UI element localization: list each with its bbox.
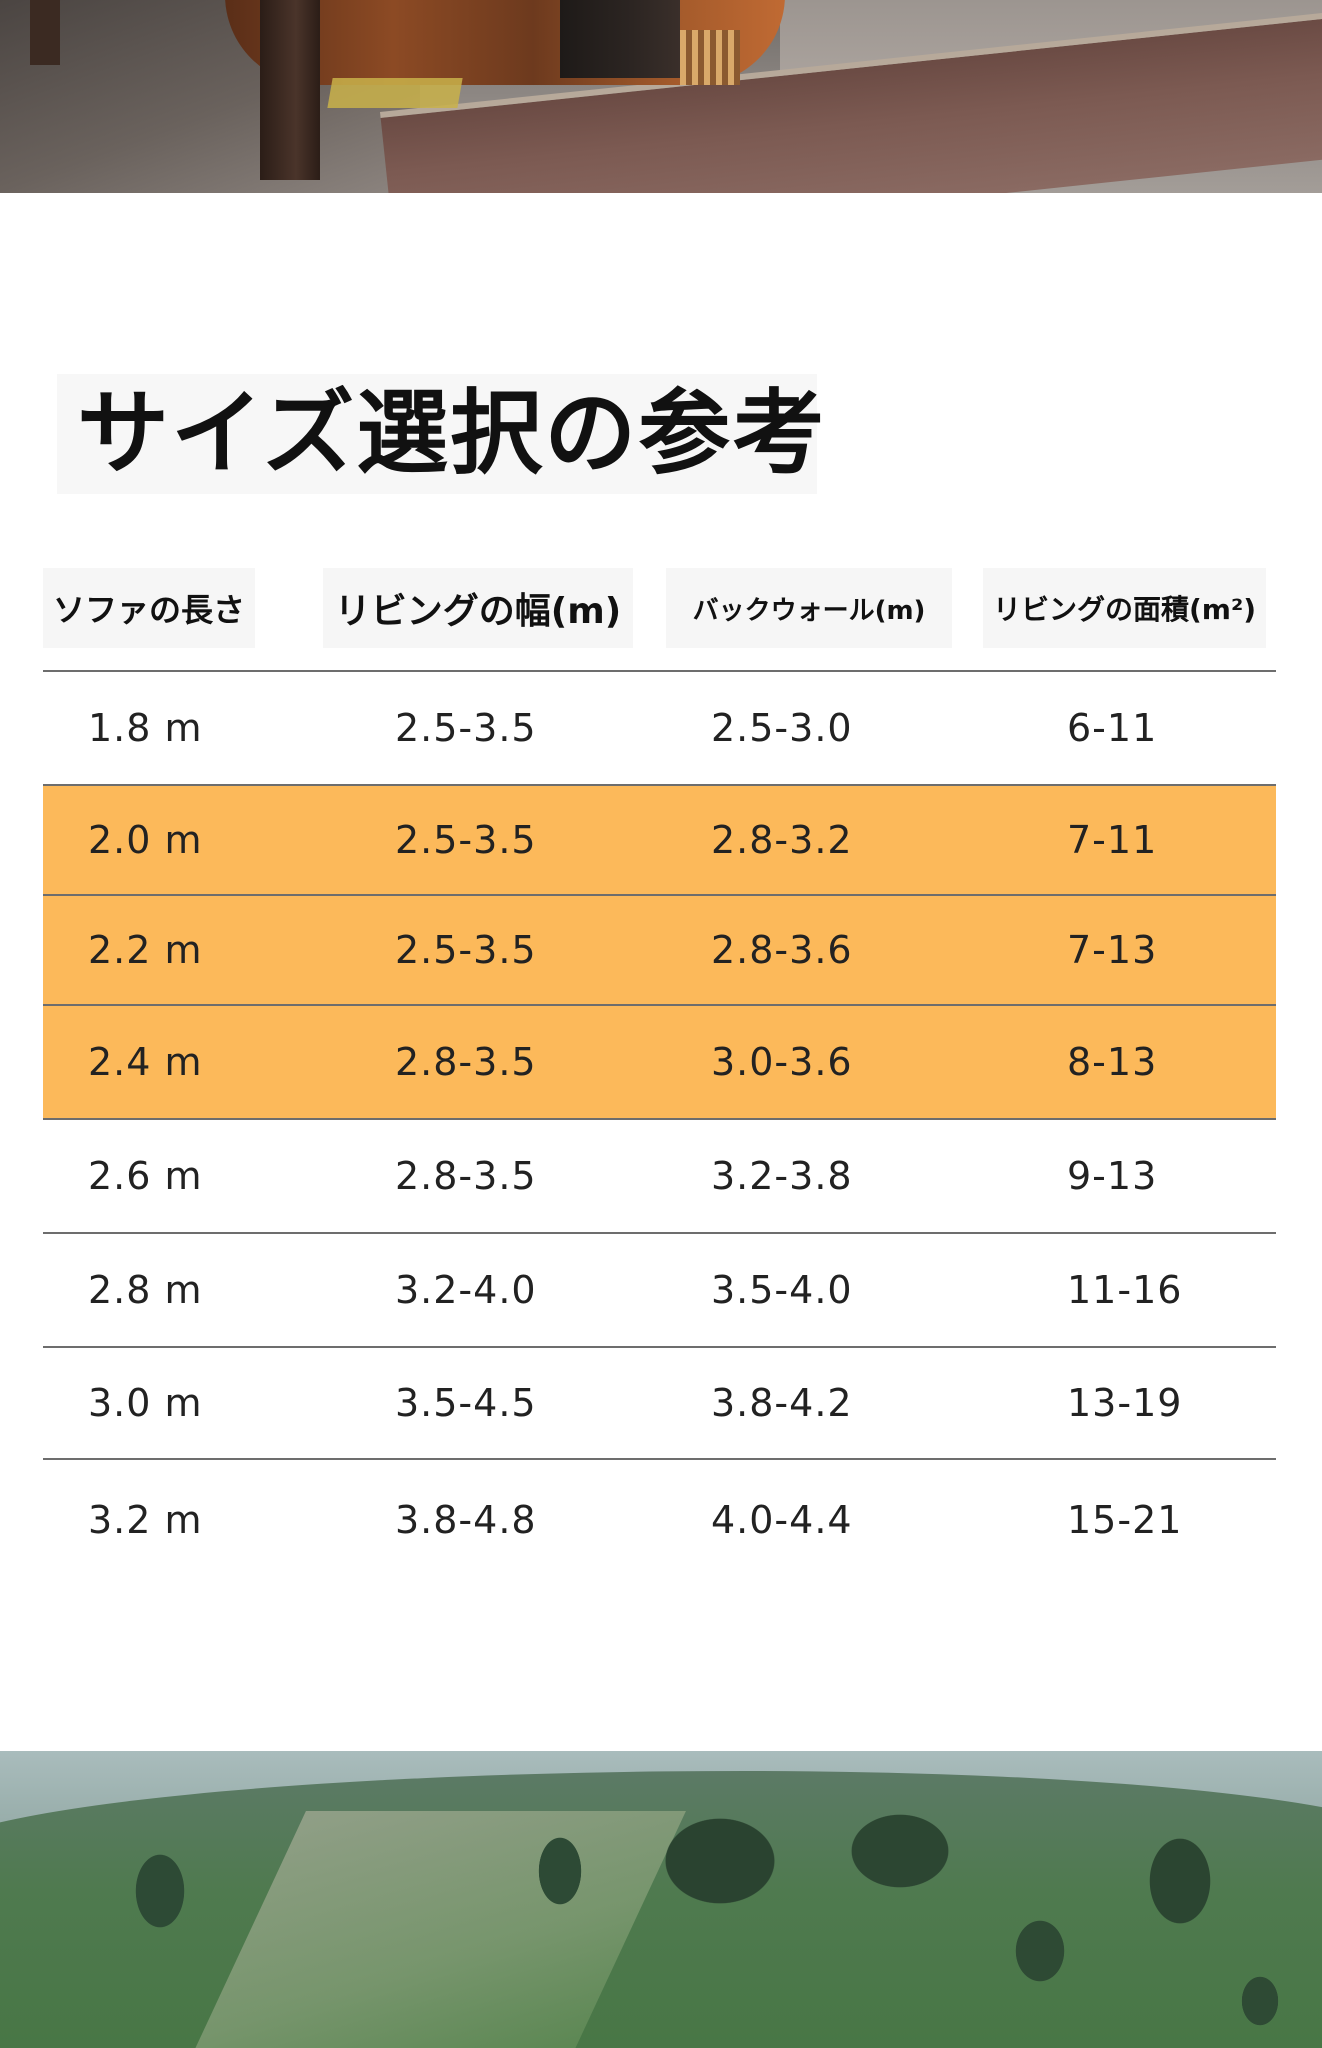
header-sofa-length: ソファの長さ	[43, 568, 255, 648]
interior-photo	[0, 0, 1322, 193]
cell-sofa-length: 3.0 m	[88, 1381, 203, 1425]
table-row: 3.2 m 3.8-4.8 4.0-4.4 15-21	[43, 1460, 1276, 1580]
size-reference-table: ソファの長さ リビングの幅(m) バックウォール(m) リビングの面積(m²) …	[43, 568, 1276, 1542]
cell-sofa-length: 2.6 m	[88, 1154, 203, 1198]
cell-living-width: 3.8-4.8	[395, 1498, 537, 1542]
cell-living-area: 8-13	[1067, 1040, 1158, 1084]
header-living-area: リビングの面積(m²)	[983, 568, 1266, 648]
table-row: 1.8 m 2.5-3.5 2.5-3.0 6-11	[43, 672, 1276, 786]
cell-sofa-length: 2.0 m	[88, 818, 203, 862]
cell-sofa-length: 2.4 m	[88, 1040, 203, 1084]
table-row-highlighted: 2.2 m 2.5-3.5 2.8-3.6 7-13	[43, 896, 1276, 1006]
cell-living-area: 15-21	[1067, 1498, 1183, 1542]
cell-back-wall: 2.5-3.0	[711, 706, 853, 750]
cell-living-area: 11-16	[1067, 1268, 1183, 1312]
cell-sofa-length: 2.2 m	[88, 928, 203, 972]
title-block: サイズ選択の参考	[57, 374, 824, 494]
table-header: ソファの長さ リビングの幅(m) バックウォール(m) リビングの面積(m²)	[43, 568, 1276, 670]
cell-sofa-length: 2.8 m	[88, 1268, 203, 1312]
table-row-highlighted: 2.4 m 2.8-3.5 3.0-3.6 8-13	[43, 1006, 1276, 1120]
cell-back-wall: 4.0-4.4	[711, 1498, 853, 1542]
cell-living-area: 7-11	[1067, 818, 1158, 862]
table-row: 2.8 m 3.2-4.0 3.5-4.0 11-16	[43, 1234, 1276, 1348]
cell-living-width: 2.5-3.5	[395, 706, 537, 750]
cell-living-width: 3.5-4.5	[395, 1381, 537, 1425]
cell-living-width: 2.8-3.5	[395, 1040, 537, 1084]
table-row: 2.6 m 2.8-3.5 3.2-3.8 9-13	[43, 1120, 1276, 1234]
cell-back-wall: 3.8-4.2	[711, 1381, 853, 1425]
table-body: 1.8 m 2.5-3.5 2.5-3.0 6-11 2.0 m 2.5-3.5…	[43, 670, 1276, 1580]
cell-living-width: 3.2-4.0	[395, 1268, 537, 1312]
cell-back-wall: 2.8-3.2	[711, 818, 853, 862]
cell-sofa-length: 3.2 m	[88, 1498, 203, 1542]
cell-living-area: 13-19	[1067, 1381, 1183, 1425]
cell-living-width: 2.8-3.5	[395, 1154, 537, 1198]
cell-sofa-length: 1.8 m	[88, 706, 203, 750]
cell-living-area: 7-13	[1067, 928, 1158, 972]
cell-back-wall: 3.5-4.0	[711, 1268, 853, 1312]
page-title: サイズ選択の参考	[77, 380, 827, 487]
table-row-highlighted: 2.0 m 2.5-3.5 2.8-3.2 7-11	[43, 786, 1276, 896]
cell-living-width: 2.5-3.5	[395, 818, 537, 862]
header-living-width: リビングの幅(m)	[323, 568, 633, 648]
cell-living-area: 6-11	[1067, 706, 1158, 750]
cell-back-wall: 3.0-3.6	[711, 1040, 853, 1084]
mountain-landscape-photo	[0, 1751, 1322, 2048]
cell-living-width: 2.5-3.5	[395, 928, 537, 972]
cell-living-area: 9-13	[1067, 1154, 1158, 1198]
table-row: 3.0 m 3.5-4.5 3.8-4.2 13-19	[43, 1348, 1276, 1460]
cell-back-wall: 3.2-3.8	[711, 1154, 853, 1198]
cell-back-wall: 2.8-3.6	[711, 928, 853, 972]
header-back-wall: バックウォール(m)	[666, 568, 952, 648]
